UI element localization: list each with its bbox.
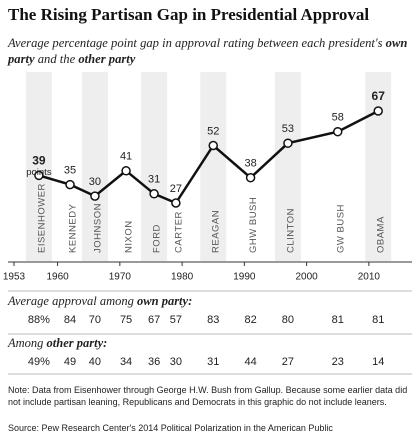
value-label: 30 [89, 176, 101, 188]
x-tick-label: 2000 [295, 272, 318, 283]
value-label: 31 [148, 174, 160, 186]
president-label: KENNEDY [68, 203, 79, 253]
subtitle-part: own party [8, 36, 408, 66]
own-party-value: 83 [207, 314, 219, 326]
value-label: 41 [120, 151, 132, 163]
x-tick-label: 1960 [46, 272, 69, 283]
label-part: own party: [137, 294, 192, 308]
own-party-value: 67 [148, 314, 160, 326]
value-label: 58 [332, 112, 344, 124]
own-party-value: 75 [120, 314, 132, 326]
point [283, 138, 293, 148]
own-party-value: 70 [89, 314, 101, 326]
term-band [25, 72, 52, 261]
other-party-value: 36 [148, 356, 160, 368]
other-party-value: 23 [332, 356, 344, 368]
own-party-value: 57 [170, 314, 182, 326]
president-label: FORD [152, 224, 163, 253]
other-party-label: Among other party: [7, 336, 107, 350]
president-label: NIXON [124, 220, 135, 253]
other-party-value: 31 [207, 356, 219, 368]
value-label: 53 [282, 123, 294, 135]
point [34, 170, 44, 181]
subtitle-part: Average percentage point gap in approval… [8, 36, 386, 50]
own-party-value: 82 [244, 314, 256, 326]
subtitle-part: other party [78, 52, 136, 66]
source: Source: Pew Research Center's 2014 Polit… [8, 423, 333, 433]
president-label: JOHNSON [92, 203, 103, 253]
other-party-value: 34 [120, 356, 132, 368]
value-label: 67 [372, 89, 386, 103]
point [149, 189, 159, 199]
other-party-value: 14 [372, 356, 384, 368]
other-party-value: 27 [282, 356, 294, 368]
bands [25, 72, 392, 261]
own-party-value: 88% [28, 314, 50, 326]
other-party-value: 30 [170, 356, 182, 368]
point [332, 126, 343, 137]
point [90, 191, 100, 201]
note: Note: Data from Eisenhower through Georg… [8, 385, 408, 407]
unit-note: points [26, 167, 52, 178]
point [208, 140, 218, 151]
value-label: 35 [64, 165, 76, 177]
label-part: other party: [47, 336, 108, 350]
subtitle-part: and the [34, 52, 79, 66]
own-party-value: 81 [372, 314, 384, 326]
president-label: REAGAN [211, 210, 222, 253]
point [171, 198, 181, 208]
value-label: 27 [170, 183, 182, 195]
term-band [365, 72, 392, 261]
x-tick-label: 1990 [233, 272, 256, 283]
president-label: CLINTON [285, 208, 296, 253]
other-party-value: 49% [28, 356, 50, 368]
own-party-value: 80 [282, 314, 294, 326]
point [245, 172, 256, 183]
point [65, 179, 75, 190]
value-label: 52 [207, 125, 219, 137]
own-party-value: 81 [332, 314, 344, 326]
x-tick-label: 2010 [358, 272, 381, 283]
term-band [274, 72, 301, 261]
value-label: 39 [32, 154, 46, 168]
term-band [200, 72, 227, 261]
term-band [141, 72, 168, 261]
x-tick-label: 1953 [3, 272, 26, 283]
subtitle: Average percentage point gap in approval… [8, 35, 413, 67]
other-party-value: 49 [64, 356, 76, 368]
other-party-value: 44 [244, 356, 256, 368]
label-part: Among [7, 336, 47, 350]
x-tick-label: 1970 [109, 272, 132, 283]
chart-title: The Rising Partisan Gap in Presidential … [8, 5, 369, 24]
other-party-value: 40 [89, 356, 101, 368]
point [121, 166, 131, 176]
president-label: GHW BUSH [248, 197, 259, 253]
own-party-value: 84 [64, 314, 76, 326]
president-label: EISENHOWER [36, 183, 47, 253]
president-label: OBAMA [376, 216, 387, 253]
point [373, 106, 383, 116]
term-band [81, 72, 108, 261]
president-label: CARTER [173, 211, 184, 253]
x-tick-label: 1980 [171, 272, 194, 283]
own-party-label: Average approval among own party: [7, 294, 192, 308]
label-part: Average approval among [7, 294, 137, 308]
value-label: 38 [244, 158, 256, 170]
president-label: GW BUSH [335, 204, 346, 253]
